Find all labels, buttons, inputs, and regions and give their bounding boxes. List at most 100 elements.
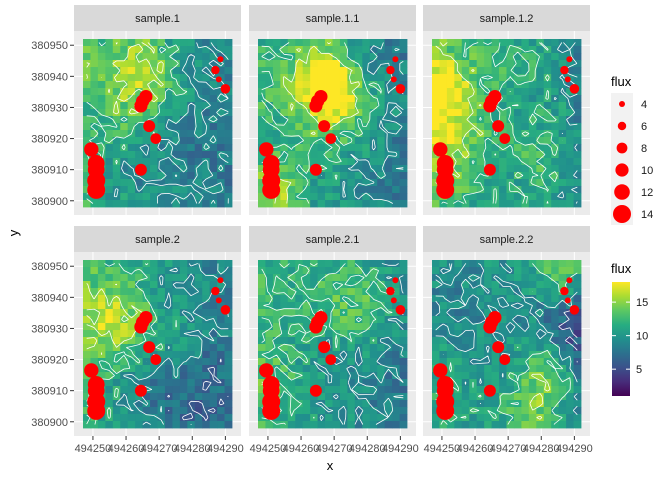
raster-cell <box>528 109 537 117</box>
raster-cell <box>566 330 574 338</box>
raster-cell <box>454 267 463 275</box>
raster-cell <box>536 46 545 54</box>
raster-cell <box>339 172 348 180</box>
raster-cell <box>83 260 91 268</box>
raster-cell <box>224 39 233 47</box>
raster-cell <box>265 267 274 275</box>
raster-cell <box>325 386 333 394</box>
raster-cell <box>354 130 363 138</box>
raster-cell <box>454 200 463 208</box>
raster-cell <box>179 421 188 429</box>
raster-cell <box>105 193 114 201</box>
raster-cell <box>432 337 440 345</box>
raster-cell <box>325 407 333 415</box>
raster-cell <box>157 421 166 429</box>
raster-cell <box>97 67 106 75</box>
raster-cell <box>112 144 121 152</box>
raster-cell <box>280 302 289 310</box>
raster-cell <box>164 386 173 394</box>
raster-cell <box>362 323 371 331</box>
raster-cell <box>484 330 492 338</box>
raster-cell <box>446 46 455 54</box>
raster-cell <box>347 116 356 124</box>
raster-cell <box>513 130 522 138</box>
raster-cell <box>399 302 408 310</box>
raster-cell <box>536 53 545 61</box>
raster-cell <box>265 281 274 289</box>
raster-cell <box>536 172 545 180</box>
raster-cell <box>399 200 408 208</box>
raster-cell <box>573 102 582 110</box>
raster-cell <box>120 158 129 166</box>
raster-cell <box>439 88 448 96</box>
raster-cell <box>157 74 166 82</box>
facet-strip <box>74 226 241 252</box>
raster-cell <box>83 302 91 310</box>
raster-cell <box>491 144 500 152</box>
raster-cell <box>339 144 348 152</box>
raster-cell <box>432 400 440 408</box>
raster-cell <box>317 193 326 201</box>
raster-cell <box>135 109 143 117</box>
raster-cell <box>384 323 393 331</box>
raster-cell <box>536 193 545 201</box>
raster-cell <box>566 39 574 47</box>
raster-cell <box>287 316 296 324</box>
raster-cell <box>295 407 304 415</box>
raster-cell <box>476 379 485 387</box>
raster-cell <box>105 400 114 408</box>
raster-cell <box>187 200 196 208</box>
raster-cell <box>209 95 218 103</box>
raster-cell <box>179 179 188 187</box>
raster-cell <box>127 351 136 359</box>
raster-cell <box>332 46 341 54</box>
raster-cell <box>476 358 485 366</box>
raster-cell <box>339 330 348 338</box>
raster-cell <box>105 316 114 324</box>
raster-cell <box>179 109 188 117</box>
raster-cell <box>362 67 371 75</box>
raster-cell <box>377 200 386 208</box>
raster-cell <box>392 88 400 96</box>
raster-cell <box>127 109 136 117</box>
raster-cell <box>83 337 91 345</box>
raster-cell <box>392 137 400 145</box>
raster-cell <box>217 414 225 422</box>
raster-cell <box>157 330 166 338</box>
raster-cell <box>209 193 218 201</box>
raster-cell <box>224 267 233 275</box>
raster-cell <box>369 351 378 359</box>
raster-cell <box>558 386 567 394</box>
raster-cell <box>499 295 507 303</box>
raster-cell <box>354 400 363 408</box>
raster-cell <box>354 302 363 310</box>
raster-cell <box>528 137 537 145</box>
raster-cell <box>280 193 289 201</box>
raster-cell <box>354 200 363 208</box>
raster-cell <box>362 358 371 366</box>
raster-cell <box>484 137 492 145</box>
raster-cell <box>127 151 136 159</box>
raster-cell <box>551 274 560 282</box>
raster-cell <box>317 372 326 380</box>
raster-cell <box>83 400 91 408</box>
raster-cell <box>105 67 114 75</box>
raster-cell <box>362 337 371 345</box>
raster-cell <box>339 274 348 282</box>
raster-cell <box>97 344 106 352</box>
raster-cell <box>484 358 492 366</box>
raster-cell <box>258 379 266 387</box>
raster-cell <box>258 130 266 138</box>
raster-cell <box>164 74 173 82</box>
raster-cell <box>97 274 106 282</box>
raster-cell <box>354 151 363 159</box>
raster-cell <box>499 39 507 47</box>
raster-cell <box>105 421 114 429</box>
raster-cell <box>339 130 348 138</box>
raster-cell <box>287 74 296 82</box>
raster-cell <box>558 393 567 401</box>
raster-cell <box>317 407 326 415</box>
raster-cell <box>339 316 348 324</box>
raster-cell <box>362 151 371 159</box>
raster-cell <box>513 323 522 331</box>
